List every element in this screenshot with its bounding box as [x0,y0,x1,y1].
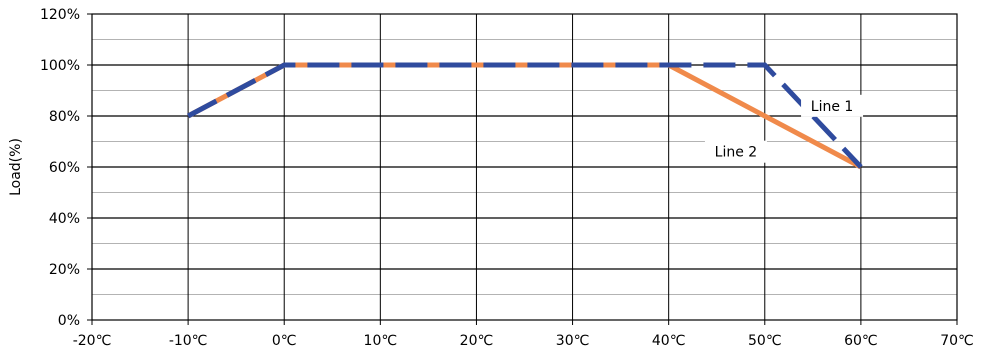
x-tick-label: 60℃ [844,333,878,349]
annotation-box [704,140,767,163]
y-tick-label: 60% [49,160,80,176]
x-tick-label: 0℃ [272,333,297,349]
annotation-label-1: Line 1 [811,99,854,115]
x-tick-label: 20℃ [460,333,494,349]
y-tick-label: 0% [58,313,80,329]
y-tick-label: 120% [40,7,80,23]
x-tick-label: 70℃ [940,333,974,349]
x-axis-ticks: -20℃ -10℃ 0℃ 10℃ 20℃ 30℃ 40℃ 50℃ 60℃ 70℃ [73,320,974,349]
y-tick-label: 80% [49,109,80,125]
y-tick-label: 20% [49,262,80,278]
y-axis-ticks: 0% 20% 40% 60% 80% 100% 120% [40,7,92,329]
x-tick-label: 50℃ [748,333,782,349]
series-line-1 [186,62,863,169]
x-tick-label: -20℃ [73,333,112,349]
y-tick-label: 100% [40,58,80,74]
x-tick-label: -10℃ [169,333,208,349]
y-tick-label: 40% [49,211,80,227]
x-tick-label: 10℃ [364,333,398,349]
y-axis-title: Load(%) [8,138,24,196]
x-tick-label: 30℃ [556,333,590,349]
annotations: Line 1 Line 2 [704,94,864,163]
annotation-label-2: Line 2 [715,145,758,161]
x-tick-label: 40℃ [652,333,686,349]
series-lines [186,62,863,170]
annotation-box [801,94,864,117]
